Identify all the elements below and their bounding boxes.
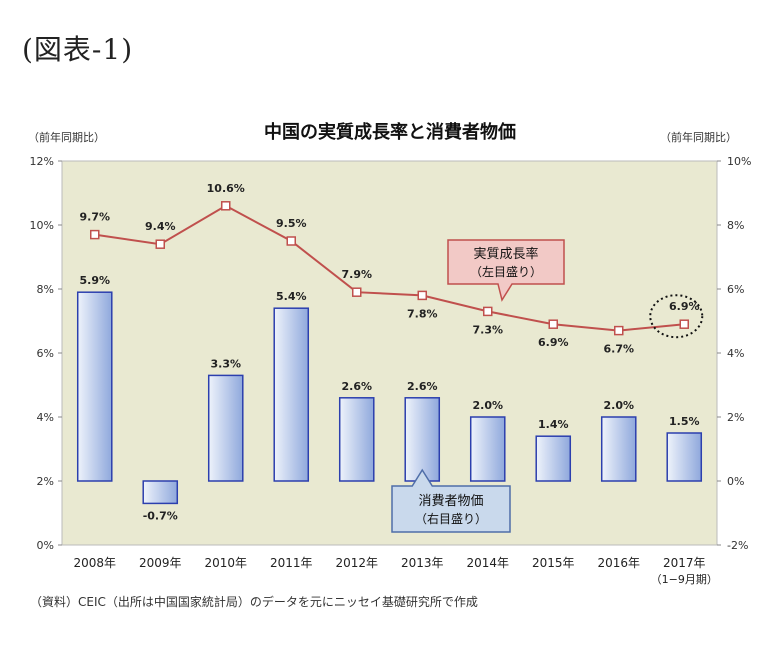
- right-tick-label: 2%: [727, 411, 744, 424]
- category-label: 2011年: [270, 556, 313, 570]
- bar: [600, 416, 637, 482]
- bar-series: 5.9% -0.7% 3.3% 5.4% 2.6% 2.6% 2.0% 1.4% 2.0% 1.5…: [76, 274, 703, 522]
- chart-title: 中国の実質成長率と消費者物価: [264, 121, 516, 143]
- right-axis-unit: （前年同期比）: [660, 130, 737, 144]
- line-point: [679, 319, 689, 329]
- bar-data-label: 1.4%: [538, 418, 569, 431]
- category-label: 2012年: [335, 556, 378, 570]
- growth-callout-box: [447, 239, 565, 302]
- line-data-label: 9.7%: [79, 211, 110, 224]
- category-label: 2017年: [663, 556, 706, 570]
- bar: [338, 397, 375, 482]
- bar: [142, 480, 179, 505]
- category-label: 2009年: [139, 556, 182, 570]
- bar-data-label: 5.4%: [276, 290, 307, 303]
- line-point: [417, 290, 427, 301]
- left-tick-label: 4%: [37, 411, 54, 424]
- page-title: (図表-1): [22, 33, 134, 66]
- line-point: [483, 306, 493, 317]
- right-axis: -2% 0% 2% 4% 6% 8% 10%: [717, 155, 751, 552]
- line-point: [286, 236, 296, 246]
- bar: [469, 416, 506, 482]
- line-data-label: 9.4%: [145, 220, 176, 233]
- category-label: 2010年: [204, 556, 247, 570]
- cpi-callout-sub: （右目盛り）: [415, 511, 487, 526]
- category-label: 2016年: [597, 556, 640, 570]
- category-label: 2013年: [401, 556, 444, 570]
- callouts: 実質成長率 （左目盛り） 消費者物価 （右目盛り）: [391, 239, 565, 533]
- bar: [207, 374, 244, 482]
- category-label: 2008年: [73, 556, 116, 570]
- bar-data-label: 5.9%: [79, 274, 110, 287]
- left-tick-label: 0%: [37, 539, 54, 552]
- bar-data-label: 1.5%: [669, 415, 700, 428]
- line-point: [90, 229, 100, 240]
- line-point: [221, 201, 231, 211]
- left-axis: 0% 2% 4% 6% 8% 10% 12%: [30, 155, 62, 552]
- highlight-circle: [649, 294, 704, 339]
- right-tick-label: 4%: [727, 347, 744, 360]
- growth-callout-title: 実質成長率: [473, 246, 538, 262]
- bar-data-label: 2.0%: [603, 399, 634, 412]
- line-data-label: 6.7%: [603, 343, 634, 356]
- bar: [273, 307, 310, 482]
- line-data-label: 6.9%: [538, 336, 569, 349]
- chart: 中国の実質成長率と消費者物価 （前年同期比） （前年同期比） 0% 2% 4% 6% 8…: [28, 121, 751, 586]
- growth-callout-sub: （左目盛り）: [470, 264, 542, 279]
- source-note: （資料）CEIC（出所は中国国家統計局）のデータを元にニッセイ基礎研究所で作成: [30, 595, 478, 609]
- bar-data-label: -0.7%: [143, 509, 178, 522]
- bar-data-label: 2.6%: [341, 380, 372, 393]
- category-label: 2015年: [532, 556, 575, 570]
- line-data-label: 7.8%: [407, 307, 438, 320]
- bar-data-label: 2.0%: [472, 399, 503, 412]
- right-tick-label: 8%: [727, 219, 744, 232]
- line-series: 9.7% 9.4% 10.6% 9.5% 7.9% 7.8% 7.3% 6.9% 6.7% 6.9…: [79, 182, 704, 356]
- bar-data-label: 2.6%: [407, 380, 438, 393]
- left-tick-label: 6%: [37, 347, 54, 360]
- right-tick-label: 6%: [727, 283, 744, 296]
- bar: [666, 432, 703, 482]
- line-data-label: 7.9%: [341, 268, 372, 281]
- line-point: [614, 325, 624, 336]
- cpi-callout-box: [391, 468, 511, 533]
- right-tick-label: -2%: [727, 539, 748, 552]
- left-tick-label: 12%: [30, 155, 54, 168]
- left-tick-label: 2%: [37, 475, 54, 488]
- right-tick-label: 10%: [727, 155, 751, 168]
- line-data-label: 6.9%: [669, 300, 700, 313]
- category-label: 2014年: [466, 556, 509, 570]
- bar: [76, 291, 113, 482]
- line-data-label: 9.5%: [276, 217, 307, 230]
- left-tick-label: 10%: [30, 219, 54, 232]
- growth-line: [94, 204, 685, 332]
- left-tick-label: 8%: [37, 283, 54, 296]
- left-axis-unit: （前年同期比）: [28, 130, 105, 144]
- category-sublabel: （1−9月期）: [651, 573, 718, 586]
- cpi-callout-title: 消費者物価: [418, 494, 483, 509]
- line-point: [352, 287, 362, 297]
- bar-data-label: 3.3%: [210, 357, 241, 370]
- line-data-label: 7.3%: [472, 323, 503, 336]
- bar: [404, 397, 441, 482]
- bar: [535, 435, 572, 482]
- right-tick-label: 0%: [727, 475, 744, 488]
- line-data-label: 10.6%: [207, 182, 245, 195]
- x-axis: 2008年 2009年 2010年 2011年 2012年 2013年 2014年 2015年…: [73, 556, 717, 586]
- line-point: [548, 319, 558, 329]
- line-point: [155, 239, 165, 249]
